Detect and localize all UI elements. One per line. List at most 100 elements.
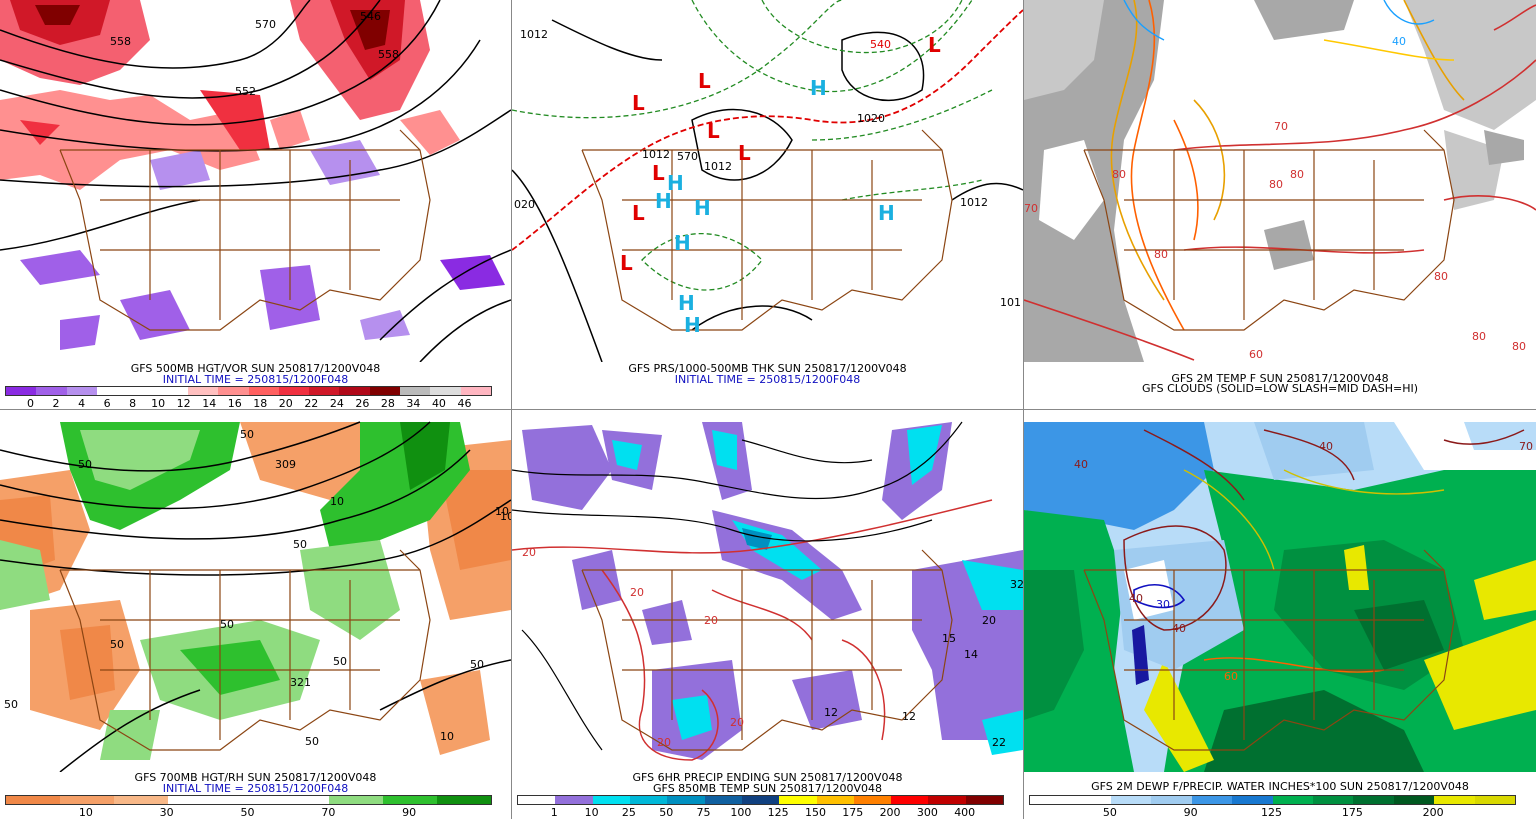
panel-prs-thk: 1012 1012 1012 1012 020 101 1020 570 540…	[512, 0, 1023, 409]
low-pressure-marker: L	[698, 69, 711, 93]
colorbar-swatch	[891, 796, 929, 804]
height-label: 570	[255, 18, 276, 31]
colorbar-swatch	[96, 387, 128, 395]
low-pressure-marker: L	[620, 251, 633, 275]
colorbar-tick-label: 28	[380, 397, 395, 409]
colorbar-swatch	[113, 796, 168, 804]
panel-4-caption: GFS 700MB HGT/RH SUN 250817/1200V048	[134, 771, 377, 784]
dewpoint-label: 40	[1129, 592, 1143, 605]
map-500mb-vorticity: 558 570 546 558 552	[0, 0, 511, 362]
dewpoint-label: 40	[1074, 458, 1088, 471]
colorbar-swatch	[309, 387, 340, 395]
colorbar-swatch	[853, 796, 892, 804]
colorbar-swatch	[66, 387, 97, 395]
colorbar-tick-label: 20	[278, 397, 293, 409]
temperature-label: 80	[1154, 248, 1168, 261]
colorbar-tick-label: 40	[431, 397, 446, 409]
height-label: 552	[235, 85, 256, 98]
colorbar-swatch	[555, 796, 593, 804]
isobar-label: 020	[514, 198, 535, 211]
high-pressure-marker: H	[674, 231, 691, 255]
colorbar-tick-label: 400	[954, 806, 976, 819]
colorbar-swatch	[629, 796, 668, 804]
isobar-label: 1012	[642, 148, 670, 161]
height-label: 558	[378, 48, 399, 61]
contour-label: 10	[440, 730, 454, 743]
contour-label: 50	[78, 458, 92, 471]
precip-label: 14	[964, 648, 978, 661]
contour-label: 50	[4, 698, 18, 711]
colorbar-tick-label: 2	[52, 397, 60, 409]
contour-label: 309	[275, 458, 296, 471]
panel-3-caption: GFS 2M TEMP F SUN 250817/1200V048	[1171, 372, 1389, 385]
colorbar-swatch	[437, 796, 492, 804]
contour-label: 321	[290, 676, 311, 689]
low-pressure-marker: L	[707, 119, 720, 143]
colorbar-tick-label: 4	[78, 397, 86, 409]
panel-6hr-precip: 20 20 20 20 20 12 12 15 14 20 22 32 GFS …	[512, 410, 1023, 819]
contour-label: 50	[240, 428, 254, 441]
colorbar-swatch	[36, 387, 67, 395]
colorbar-swatch	[704, 796, 742, 804]
dewpoint-label: 40	[1172, 622, 1186, 635]
colorbar-swatch	[248, 387, 279, 395]
temperature-label: 70	[1274, 120, 1288, 133]
colorbar-swatch	[928, 796, 966, 804]
high-pressure-marker: H	[878, 201, 895, 225]
colorbar-swatch	[779, 796, 817, 804]
colorbar-tick-label: 18	[253, 397, 268, 409]
colorbar-tick-label: 30	[159, 806, 174, 819]
temperature-label: 20	[704, 614, 718, 627]
contour-label: 50	[293, 538, 307, 551]
colorbar-tick-label: 0	[27, 397, 35, 409]
isobar-label: 1012	[960, 196, 988, 209]
colorbar-swatch	[1070, 796, 1111, 804]
panel-5-colorbar	[517, 795, 1004, 805]
low-pressure-marker: L	[652, 161, 665, 185]
colorbar-swatch	[1312, 796, 1354, 804]
colorbar-swatch	[1474, 796, 1516, 804]
colorbar-swatch	[278, 387, 310, 395]
temperature-label: 20	[522, 546, 536, 559]
colorbar-swatch	[741, 796, 780, 804]
height-label: 558	[110, 35, 131, 48]
low-pressure-marker: L	[928, 33, 941, 57]
colorbar-swatch	[59, 796, 114, 804]
colorbar-tick-label: 50	[1102, 806, 1117, 819]
colorbar-tick-label: 100	[730, 806, 752, 819]
colorbar-swatch	[157, 387, 188, 395]
colorbar-tick-label: 90	[402, 806, 417, 819]
colorbar-tick-label: 6	[103, 397, 111, 409]
colorbar-swatch	[167, 796, 222, 804]
colorbar-tick-label: 14	[202, 397, 217, 409]
contour-label: 50	[220, 618, 234, 631]
temperature-label: 20	[657, 736, 671, 749]
map-2m-temperature: 40 70 80 80 80 80 80 80 70 60 80	[1024, 0, 1536, 362]
panel-4-init-time: INITIAL TIME = 250815/1200F048	[162, 782, 349, 795]
colorbar-swatch	[1191, 796, 1233, 804]
colorbar-tick-label: 25	[621, 806, 636, 819]
temperature-label: 40	[1392, 35, 1406, 48]
colorbar-tick-label: 75	[696, 806, 711, 819]
panel-5-colorbar-ticks: 1 10 25 50 75 100 125 150 175 200 300 400	[517, 806, 1002, 819]
panel-2m-dewpoint-pwat: 40 40 30 40 40 70 60 GFS 2M DEWP F/PRECI…	[1024, 410, 1536, 819]
low-pressure-marker: L	[632, 91, 645, 115]
colorbar-tick-label: 22	[304, 397, 319, 409]
high-pressure-marker: H	[810, 76, 827, 100]
contour-label: 10	[495, 505, 509, 518]
temperature-label: 80	[1434, 270, 1448, 283]
colorbar-swatch	[1110, 796, 1152, 804]
contour-label: 50	[333, 655, 347, 668]
colorbar-swatch	[667, 796, 705, 804]
colorbar-swatch	[1434, 796, 1475, 804]
colorbar-swatch	[1393, 796, 1435, 804]
colorbar-swatch	[329, 796, 384, 804]
temperature-label: 80	[1290, 168, 1304, 181]
panel-4-colorbar	[5, 795, 492, 805]
colorbar-tick-label: 175	[1341, 806, 1363, 819]
contour-label: 50	[470, 658, 484, 671]
high-pressure-marker: H	[694, 196, 711, 220]
colorbar-swatch	[339, 387, 370, 395]
panel-2-caption: GFS PRS/1000-500MB THK SUN 250817/1200V0…	[628, 362, 907, 375]
precip-label: 15	[942, 632, 956, 645]
